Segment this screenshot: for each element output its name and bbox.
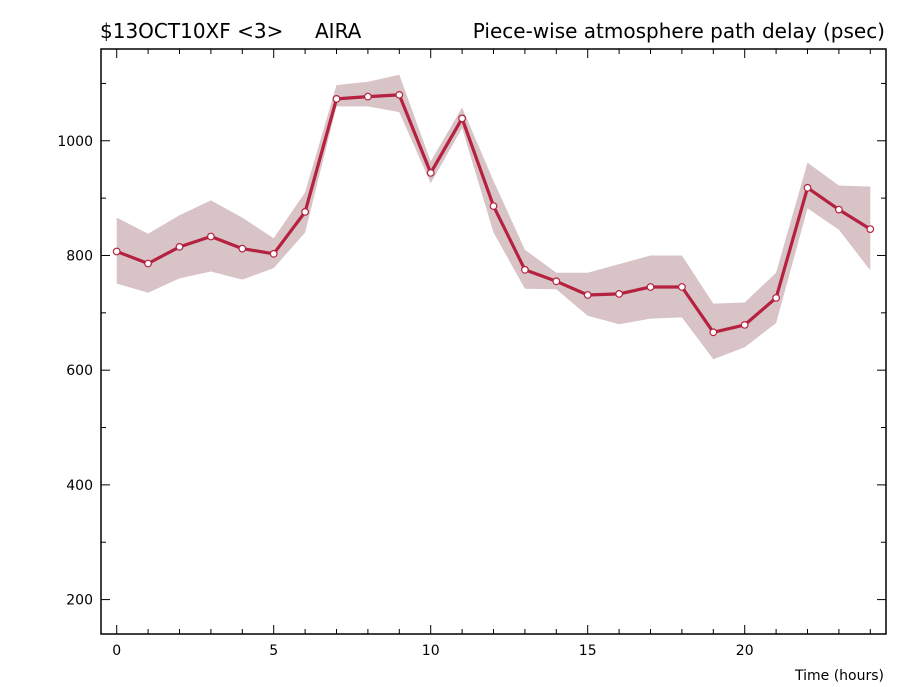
data-point	[583, 291, 592, 299]
y-tick-label: 1000	[57, 134, 93, 150]
x-tick-label: 15	[579, 643, 597, 659]
data-point-layer	[112, 90, 875, 337]
data-point	[803, 183, 812, 192]
x-tick-label: 0	[112, 643, 121, 659]
y-tick-label: 200	[66, 593, 93, 609]
x-tick-label: 10	[422, 643, 440, 659]
experiment-label: $13OCT10XF <3>	[100, 19, 283, 43]
data-point	[646, 283, 655, 291]
data-point	[552, 277, 561, 286]
data-point	[615, 290, 623, 298]
chart-title: Piece-wise atmosphere path delay (psec)	[473, 19, 885, 43]
axis-ticks	[101, 49, 886, 634]
y-tick-label: 800	[66, 248, 93, 264]
x-tick-label: 20	[736, 643, 754, 659]
axis-tick-labels: 0 5 10 15 20 200 400 600 800 1000	[57, 134, 753, 659]
data-point	[740, 321, 749, 329]
data-point	[175, 242, 184, 251]
x-tick-label: 5	[269, 643, 278, 659]
data-point	[426, 168, 435, 177]
data-point	[458, 114, 467, 123]
plot-frame	[100, 48, 887, 635]
data-point	[489, 202, 498, 211]
x-axis-label: Time (hours)	[794, 668, 884, 684]
y-tick-label: 600	[66, 363, 93, 379]
data-point	[835, 205, 843, 214]
data-point	[206, 232, 215, 241]
data-point	[238, 244, 247, 253]
data-point	[772, 294, 780, 302]
data-point	[395, 90, 404, 99]
data-point	[709, 328, 718, 337]
data-point	[301, 207, 310, 216]
y-tick-label: 400	[66, 478, 93, 494]
data-point	[112, 247, 121, 256]
data-point	[364, 92, 372, 101]
data-point	[269, 249, 278, 258]
uncertainty-band-layer	[116, 74, 871, 360]
station-label: AIRA	[315, 19, 362, 43]
uncertainty-band	[116, 74, 871, 360]
data-point	[866, 225, 875, 234]
data-point	[332, 94, 341, 103]
data-point	[144, 259, 153, 268]
data-point	[521, 265, 529, 274]
data-point	[678, 283, 686, 291]
